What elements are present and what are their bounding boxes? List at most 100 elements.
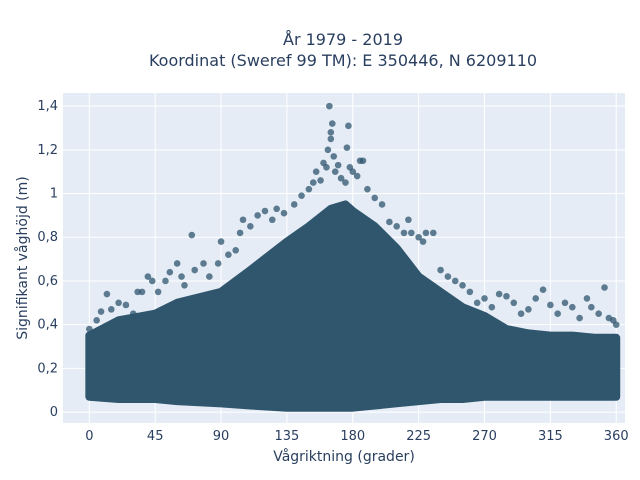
axis-ticks: 0 45 90 135 180 225 270 315 360 0 0,2 0,4 0,6 0,8 1 1,2… <box>37 99 628 444</box>
data-point <box>569 303 576 311</box>
data-point <box>330 153 338 160</box>
data-point <box>154 288 162 296</box>
data-point <box>601 284 608 291</box>
data-point <box>466 288 474 296</box>
data-point <box>583 295 591 302</box>
data-point <box>280 209 288 217</box>
data-point <box>239 216 247 224</box>
x-tick-label: 45 <box>147 429 164 444</box>
data-point <box>353 172 361 180</box>
data-point <box>298 192 305 200</box>
data-point <box>561 299 569 307</box>
data-point <box>225 251 232 259</box>
data-point <box>364 185 371 193</box>
data-point <box>331 168 339 175</box>
data-point <box>488 303 496 311</box>
x-tick-label: 135 <box>275 429 300 444</box>
data-point <box>444 273 452 280</box>
data-point <box>268 216 276 224</box>
data-point <box>517 310 525 318</box>
data-point <box>612 321 620 328</box>
data-point <box>595 310 602 318</box>
data-point <box>386 218 393 226</box>
data-point <box>378 201 386 208</box>
data-point <box>214 260 222 267</box>
data-point <box>144 273 152 280</box>
x-tick-label: 225 <box>406 429 431 444</box>
data-point <box>86 325 93 333</box>
data-point <box>345 122 352 130</box>
data-point <box>173 260 181 267</box>
data-point <box>429 229 437 237</box>
data-point <box>232 247 239 254</box>
chart-title-line2: Koordinat (Sweref 99 TM): E 350446, N 62… <box>149 51 537 70</box>
data-point <box>437 266 444 274</box>
data-point <box>138 288 146 296</box>
x-tick-label: 0 <box>85 429 93 444</box>
data-point <box>400 229 408 237</box>
data-point <box>181 282 188 289</box>
data-point <box>495 290 503 298</box>
data-point <box>93 316 100 324</box>
data-point <box>393 223 400 230</box>
data-point <box>405 216 412 224</box>
data-point <box>503 292 510 300</box>
data-point <box>148 277 156 285</box>
data-point <box>97 308 105 315</box>
data-point <box>343 144 351 151</box>
data-point <box>326 102 333 110</box>
data-point <box>334 161 342 169</box>
data-point <box>473 299 481 307</box>
y-tick-label: 1 <box>50 187 58 202</box>
data-point <box>532 295 540 302</box>
data-point <box>290 201 298 208</box>
x-tick-label: 180 <box>340 429 365 444</box>
data-point <box>327 129 335 136</box>
data-point <box>554 310 561 318</box>
y-tick-label: 0,8 <box>37 230 58 245</box>
data-point <box>178 273 185 280</box>
data-point <box>337 174 345 182</box>
y-tick-label: 0,4 <box>37 318 58 333</box>
data-point <box>576 314 583 322</box>
data-point <box>261 207 269 215</box>
data-point <box>129 310 137 318</box>
data-point <box>451 277 459 285</box>
data-point <box>510 299 518 307</box>
data-point <box>236 229 244 237</box>
data-point <box>247 223 254 230</box>
data-point <box>459 282 466 289</box>
data-point <box>312 168 320 175</box>
data-point <box>103 290 111 298</box>
data-point <box>188 231 196 239</box>
data-point <box>122 301 130 309</box>
data-point <box>254 212 261 219</box>
data-point <box>342 179 349 186</box>
x-tick-label: 360 <box>604 429 629 444</box>
data-point <box>166 268 174 276</box>
y-tick-label: 1,2 <box>37 143 58 158</box>
data-point <box>107 306 115 313</box>
data-point <box>327 135 335 143</box>
data-point <box>525 306 532 313</box>
data-point <box>408 229 415 237</box>
data-point <box>328 120 336 127</box>
y-tick-label: 0,2 <box>37 361 58 376</box>
data-point <box>422 229 430 237</box>
data-point <box>317 177 324 184</box>
data-point <box>588 303 595 311</box>
x-tick-label: 315 <box>538 429 563 444</box>
y-tick-label: 0,6 <box>37 274 58 289</box>
data-point <box>206 273 213 280</box>
data-point <box>323 164 330 171</box>
data-point <box>200 260 207 267</box>
data-point <box>191 266 199 274</box>
data-point <box>539 286 547 293</box>
x-axis-title: Vågriktning (grader) <box>273 448 415 465</box>
dense-point-cloud <box>85 200 621 412</box>
data-point <box>349 168 357 175</box>
scatter-points <box>85 102 621 412</box>
data-point <box>217 238 225 245</box>
